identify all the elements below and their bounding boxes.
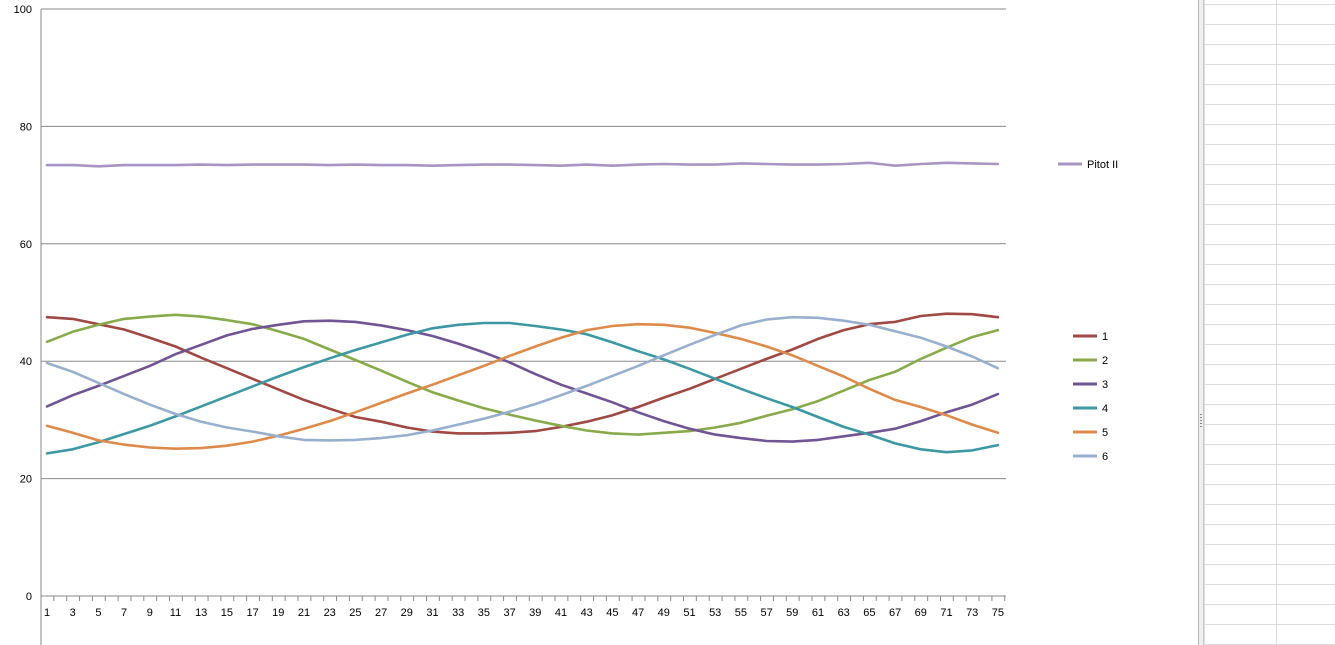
legend-label: 2 [1102, 355, 1108, 367]
x-tick-label: 51 [683, 607, 695, 619]
x-tick-label: 71 [940, 607, 952, 619]
x-tick-label: 25 [349, 607, 361, 619]
x-tick-label: 69 [915, 607, 927, 619]
x-tick-label: 31 [426, 607, 438, 619]
legend-label: 3 [1102, 379, 1108, 391]
x-tick-label: 43 [581, 607, 593, 619]
y-tick-label: 0 [26, 591, 32, 603]
x-tick-label: 47 [632, 607, 644, 619]
legend-label: 1 [1102, 331, 1108, 343]
legend-label: 4 [1102, 403, 1108, 415]
legend-label: Pitot II [1087, 159, 1118, 171]
x-tick-label: 17 [246, 607, 258, 619]
y-tick-label: 80 [20, 121, 32, 133]
x-tick-label: 59 [786, 607, 798, 619]
x-tick-label: 7 [121, 607, 127, 619]
splitter-grip-icon[interactable] [1200, 414, 1202, 428]
legend-label: 5 [1102, 427, 1108, 439]
x-tick-label: 67 [889, 607, 901, 619]
x-tick-label: 9 [147, 607, 153, 619]
x-tick-label: 1 [44, 607, 50, 619]
x-tick-label: 61 [812, 607, 824, 619]
x-tick-label: 27 [375, 607, 387, 619]
chart-area: 0 20 40 60 80 100 1 3 5 7 9 11 13 15 17 19 21 23 25 27 29 31 3… [13, 4, 1119, 645]
x-tick-label: 3 [70, 607, 76, 619]
x-tick-label: 37 [503, 607, 515, 619]
worksheet-grid[interactable] [1198, 0, 1335, 645]
x-tick-label: 41 [555, 607, 567, 619]
x-tick-label: 13 [195, 607, 207, 619]
x-tick-label: 15 [221, 607, 233, 619]
y-tick-label: 60 [20, 239, 32, 251]
x-tick-label: 35 [478, 607, 490, 619]
legend: Pitot II 1 2 3 4 5 6 [1058, 159, 1118, 463]
y-tick-label: 20 [20, 474, 32, 486]
gridlines [41, 8, 1006, 480]
x-tick-label: 33 [452, 607, 464, 619]
x-tick-label: 57 [760, 607, 772, 619]
x-tick-label: 5 [95, 607, 101, 619]
x-tick-label: 75 [992, 607, 1004, 619]
series-line-1 [45, 312, 1000, 435]
x-tick-label: 63 [838, 607, 850, 619]
legend-label: 6 [1102, 451, 1108, 463]
series-line-4 [45, 321, 1000, 455]
x-tick-label: 55 [735, 607, 747, 619]
series-lines [45, 161, 1000, 455]
x-tick-label: 53 [709, 607, 721, 619]
x-tick-label: 23 [324, 607, 336, 619]
series-line-5 [45, 322, 1000, 451]
x-tick-label: 21 [298, 607, 310, 619]
y-tick-label: 40 [20, 356, 32, 368]
series-line-6 [45, 315, 1000, 442]
series-line-3 [45, 319, 1000, 443]
splitter-bar[interactable] [1198, 0, 1204, 645]
x-tick-label: 73 [966, 607, 978, 619]
series-line-pitot-ii [45, 161, 1000, 168]
y-tick-label: 100 [14, 4, 32, 16]
x-tick-label: 29 [401, 607, 413, 619]
x-tick-label: 11 [170, 607, 181, 619]
x-tick-label: 45 [606, 607, 618, 619]
series-line-2 [45, 313, 1000, 436]
x-tick-label: 49 [658, 607, 670, 619]
x-tick-label: 19 [272, 607, 284, 619]
x-tick-label: 65 [863, 607, 875, 619]
x-tick-label: 39 [529, 607, 541, 619]
